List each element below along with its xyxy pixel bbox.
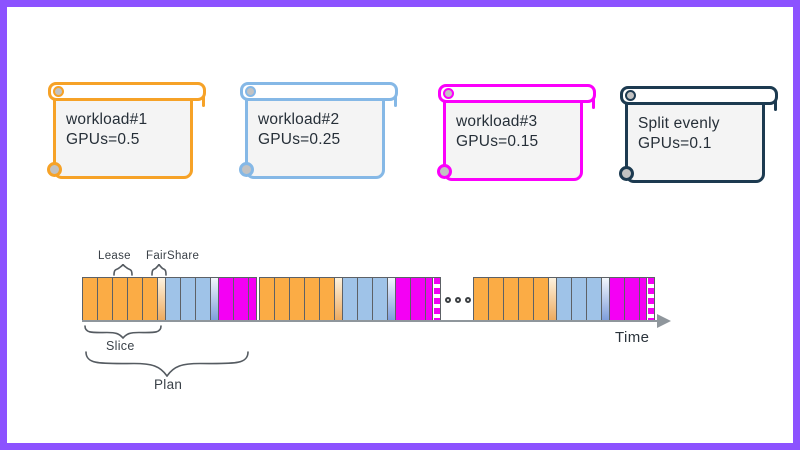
diagram-canvas: workload#1 GPUs=0.5 workload#2 GPUs=0.25…	[7, 7, 793, 443]
workload2-slice-cell	[166, 278, 181, 321]
lease-label: Lease	[98, 250, 131, 262]
workload1-slice-cell	[519, 278, 534, 321]
schedule-timeline	[82, 277, 657, 322]
plan-label: Plan	[154, 377, 183, 392]
ellipsis-dot-icon	[465, 296, 471, 303]
workload2-slice-cell	[373, 278, 388, 321]
fairshare-cell	[211, 278, 219, 321]
plan-group	[82, 277, 257, 322]
workload3-gpus: GPUs=0.15	[456, 132, 539, 150]
split-evenly-card: Split evenly GPUs=0.1	[619, 86, 778, 183]
ellipsis-dot-icon	[455, 296, 461, 303]
workload3-slice-cell	[396, 278, 411, 321]
workload3-card-body: workload#3 GPUs=0.15	[443, 95, 583, 181]
ellipsis-icon	[443, 277, 473, 322]
workload1-slice-cell	[260, 278, 275, 321]
workload3-card: workload#3 GPUs=0.15	[437, 84, 596, 181]
fairshare-cell	[388, 278, 396, 321]
scroll-roll-top	[620, 86, 778, 105]
scroll-curl-icon	[437, 164, 452, 179]
time-axis	[82, 320, 660, 322]
workload3-slice-cell	[610, 278, 625, 321]
workload1-slice-cell	[534, 278, 549, 321]
fairshare-brace	[151, 264, 167, 276]
split-evenly-card-body: Split evenly GPUs=0.1	[625, 97, 765, 183]
split-evenly-gpus: GPUs=0.1	[638, 134, 712, 152]
workload1-slice-cell	[320, 278, 335, 321]
workload2-card-body: workload#2 GPUs=0.25	[245, 93, 385, 179]
scroll-roll-top	[48, 82, 206, 101]
workload3-slice-cell	[219, 278, 234, 321]
workload3-slice-cell	[411, 278, 426, 321]
fairshare-cell	[335, 278, 343, 321]
scroll-roll-top	[240, 82, 398, 101]
workload2-slice-cell	[557, 278, 572, 321]
workload3-slice-cell	[234, 278, 249, 321]
scroll-curl-icon	[619, 166, 634, 181]
workload2-slice-cell	[587, 278, 602, 321]
scroll-curl-icon	[47, 162, 62, 177]
plan-continuation-dash	[648, 278, 654, 321]
plan-continuation-dash	[434, 278, 440, 321]
workload2-card: workload#2 GPUs=0.25	[239, 82, 398, 179]
workload1-slice-cell	[504, 278, 519, 321]
scroll-roll-edge	[394, 93, 397, 107]
workload3-title: workload#3	[456, 113, 538, 130]
workload1-slice-cell	[98, 278, 113, 321]
workload1-slice-cell	[128, 278, 143, 321]
workload2-gpus: GPUs=0.25	[258, 130, 341, 148]
workload1-slice-cell	[83, 278, 98, 321]
workload1-slice-cell	[113, 278, 128, 321]
fairshare-label: FairShare	[146, 250, 200, 262]
workload2-slice-cell	[343, 278, 358, 321]
plan-brace	[85, 351, 249, 377]
workload3-slice-cell	[249, 278, 256, 321]
workload2-slice-cell	[572, 278, 587, 321]
workload2-slice-cell	[358, 278, 373, 321]
slice-label: Slice	[106, 339, 135, 353]
scroll-curl-icon	[245, 86, 256, 97]
time-axis-arrow-icon	[657, 314, 671, 328]
workload3-slice-cell	[640, 278, 647, 321]
workload2-title: workload#2	[258, 111, 340, 128]
workload1-slice-cell	[290, 278, 305, 321]
scroll-roll-edge	[774, 97, 777, 111]
workload1-slice-cell	[489, 278, 504, 321]
workload1-slice-cell	[305, 278, 320, 321]
fairshare-cell	[549, 278, 557, 321]
workload1-slice-cell	[474, 278, 489, 321]
scroll-roll-top	[438, 84, 596, 103]
scroll-roll-edge	[202, 93, 205, 107]
workload3-slice-cell	[625, 278, 640, 321]
workload1-card: workload#1 GPUs=0.5	[47, 82, 206, 179]
workload1-slice-cell	[143, 278, 158, 321]
scroll-curl-icon	[239, 162, 254, 177]
plan-group	[473, 277, 655, 322]
workload1-slice-cell	[275, 278, 290, 321]
time-axis-label: Time	[615, 329, 650, 346]
workload1-title: workload#1	[66, 111, 148, 128]
fairshare-cell	[158, 278, 166, 321]
scroll-roll-edge	[592, 95, 595, 109]
workload1-gpus: GPUs=0.5	[66, 130, 140, 148]
fairshare-cell	[602, 278, 610, 321]
ellipsis-dot-icon	[445, 296, 451, 303]
workload2-slice-cell	[181, 278, 196, 321]
slice-brace	[84, 325, 162, 339]
scroll-curl-icon	[625, 90, 636, 101]
workload2-slice-cell	[196, 278, 211, 321]
plan-group	[259, 277, 441, 322]
scroll-curl-icon	[443, 88, 454, 99]
scroll-curl-icon	[53, 86, 64, 97]
lease-brace	[113, 264, 133, 276]
workload3-slice-cell	[426, 278, 433, 321]
workload1-card-body: workload#1 GPUs=0.5	[53, 93, 193, 179]
split-evenly-title: Split evenly	[638, 115, 720, 132]
